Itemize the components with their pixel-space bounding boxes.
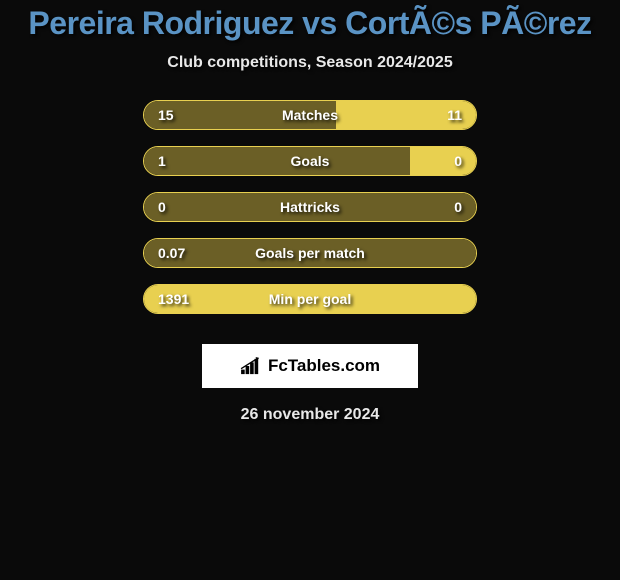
stat-value-left: 0.07 — [158, 245, 185, 261]
logo-box: FcTables.com — [202, 344, 418, 388]
stat-row: 15 Matches 11 — [143, 100, 477, 130]
stat-value-left: 0 — [158, 199, 166, 215]
stat-rows: 15Matches111Goals00Hattricks00.07Goals p… — [143, 100, 477, 330]
date-label: 26 november 2024 — [241, 406, 380, 424]
stat-bar: 15 Matches 11 — [143, 100, 477, 130]
subtitle: Club competitions, Season 2024/2025 — [167, 54, 452, 72]
stat-bar: 0.07 Goals per match — [143, 238, 477, 268]
stat-bar: 1391 Min per goal — [143, 284, 477, 314]
bar-fill-right — [410, 147, 476, 175]
stat-value-left: 1391 — [158, 291, 189, 307]
stat-value-right: 0 — [454, 153, 462, 169]
stat-value-left: 15 — [158, 107, 174, 123]
stat-row: 0 Hattricks 0 — [143, 192, 477, 222]
bars-icon — [240, 357, 262, 375]
stat-label: Min per goal — [269, 291, 351, 307]
stat-row: 1391 Min per goal — [143, 284, 477, 314]
stat-label: Hattricks — [280, 199, 340, 215]
stat-label: Goals — [291, 153, 330, 169]
stat-bar: 0 Hattricks 0 — [143, 192, 477, 222]
stat-label: Goals per match — [255, 245, 365, 261]
stat-row: 1 Goals 0 — [143, 146, 477, 176]
logo-text: FcTables.com — [268, 356, 380, 376]
bar-fill-left — [144, 147, 410, 175]
stat-bar: 1 Goals 0 — [143, 146, 477, 176]
stat-label: Matches — [282, 107, 338, 123]
stat-value-left: 1 — [158, 153, 166, 169]
stat-value-right: 0 — [454, 199, 462, 215]
page-title: Pereira Rodriguez vs CortÃ©s PÃ©rez — [28, 5, 591, 42]
stat-value-right: 11 — [447, 107, 462, 123]
comparison-infographic: Pereira Rodriguez vs CortÃ©s PÃ©rez Club… — [0, 0, 620, 424]
stat-row: 0.07 Goals per match — [143, 238, 477, 268]
